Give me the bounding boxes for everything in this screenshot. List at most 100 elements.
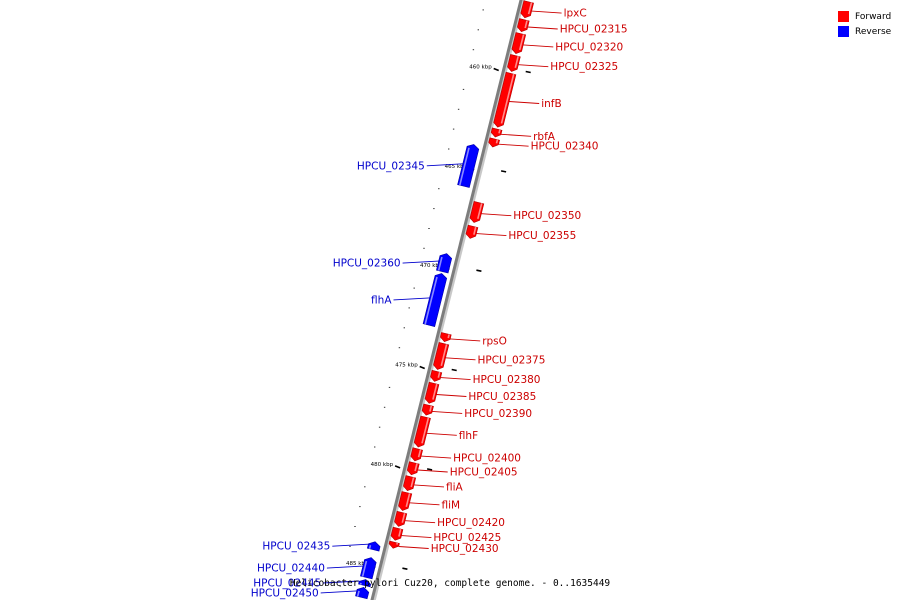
major-tick [419, 365, 425, 370]
gene-label: rpsO [482, 335, 507, 347]
gene-leader-line [426, 163, 463, 167]
gene-leader-line [476, 233, 507, 237]
major-tick [500, 170, 507, 173]
gene-leader-line [417, 469, 448, 473]
gene-arrow [355, 587, 370, 600]
gene-arrow [366, 541, 381, 552]
minor-tick [398, 347, 401, 349]
minor-tick [364, 486, 366, 488]
gene-label: fliM [442, 499, 461, 511]
gene-label: HPCU_02435 [262, 541, 330, 553]
gene-arrow [424, 381, 440, 404]
gene-label: infB [541, 98, 561, 110]
minor-tick [408, 307, 410, 309]
gene-leader-line [445, 357, 476, 361]
major-tick [525, 70, 531, 74]
minor-tick [428, 228, 430, 229]
gene-arrow [390, 526, 404, 541]
major-tick-label: 485 kbp [346, 561, 369, 567]
minor-tick [354, 526, 356, 527]
gene-leader-line [436, 394, 467, 397]
gene-arrow [507, 54, 521, 72]
gene-leader-line [498, 143, 529, 147]
gene-leader-line [421, 455, 452, 459]
minor-tick [472, 49, 475, 51]
gene-arrow [406, 461, 420, 476]
gene-arrow [440, 332, 452, 343]
minor-tick [477, 29, 479, 31]
minor-tick [423, 247, 425, 249]
gene-leader-line [450, 338, 481, 342]
gene-label: flhF [459, 430, 478, 442]
axis-line [370, 0, 523, 600]
gene-arrow [358, 579, 372, 588]
gene-label: rbfA [533, 131, 556, 143]
gene-leader-line [409, 502, 440, 506]
legend: Forward Reverse [838, 9, 891, 39]
gene-leader-line [509, 101, 540, 104]
minor-tick [339, 585, 341, 587]
gene-arrow [436, 253, 453, 274]
gene-leader-line [527, 26, 558, 30]
gene-label: HPCU_02445 [253, 578, 321, 590]
minor-tick [462, 88, 465, 90]
gene-label: HPCU_02400 [453, 453, 521, 465]
gene-label: fliA [446, 481, 464, 493]
minor-tick [452, 128, 455, 130]
gene-leader-line [326, 565, 363, 569]
gene-leader-line [426, 432, 457, 436]
gene-label: HPCU_02345 [357, 160, 425, 172]
gene-arrow [410, 447, 423, 462]
legend-forward-label: Forward [855, 11, 892, 22]
minor-tick [359, 506, 361, 508]
gene-label: HPCU_02430 [431, 543, 499, 555]
major-tick [426, 468, 433, 471]
gene-leader-line [405, 520, 436, 524]
gene-leader-line [323, 580, 360, 584]
gene-label: HPCU_02315 [560, 24, 628, 36]
minor-tick [374, 446, 376, 448]
major-tick-label: 480 kbp [371, 462, 394, 468]
minor-tick [448, 148, 450, 150]
gene-leader-line [440, 377, 471, 381]
genome-caption: Helicobacter pylori Cuz20, complete geno… [289, 578, 611, 589]
legend-reverse: Reverse [838, 24, 891, 39]
gene-label: HPCU_02325 [550, 61, 618, 73]
gene-labels: lpxC HPCU_02315 HPCU_02320 HPCU_02325 infB rb… [251, 8, 628, 600]
gene-leader-line [518, 64, 549, 68]
gene-leader-line [398, 546, 429, 549]
gene-arrow [421, 403, 434, 416]
gene-arrow [398, 491, 413, 511]
gene-arrow [490, 127, 503, 138]
gene-arrow [422, 273, 448, 327]
gene-label: HPCU_02360 [333, 258, 401, 270]
gene-arrow [493, 71, 517, 128]
minor-tick [383, 406, 386, 408]
major-tick [493, 67, 499, 72]
gene-label: HPCU_02405 [450, 467, 518, 479]
minor-tick [433, 208, 435, 210]
gene-label: HPCU_02320 [555, 41, 623, 53]
gene-leader-line [501, 133, 532, 137]
legend-reverse-label: Reverse [855, 26, 892, 37]
major-tick-label: 460 kbp [469, 65, 492, 71]
gene-arrow [430, 369, 443, 382]
gene-label: HPCU_02375 [478, 354, 546, 366]
gene-label: HPCU_02420 [437, 517, 505, 529]
major-tick [476, 269, 482, 272]
minor-tick [438, 188, 440, 190]
gene-leader-line [402, 260, 439, 264]
gene-arrow [488, 137, 500, 148]
gene-leader-line [320, 590, 357, 594]
gene-arrow [520, 0, 534, 19]
gene-arrow [457, 144, 480, 188]
minor-tick [378, 426, 381, 428]
gene-arrow [403, 475, 417, 492]
gene-label: lpxC [564, 8, 587, 20]
gene-label: flhA [371, 294, 392, 306]
gene-label: HPCU_02350 [513, 210, 581, 222]
gene-label: HPCU_02355 [508, 230, 576, 242]
gene-arrow [465, 224, 479, 239]
gene-label: HPCU_02425 [433, 532, 501, 544]
